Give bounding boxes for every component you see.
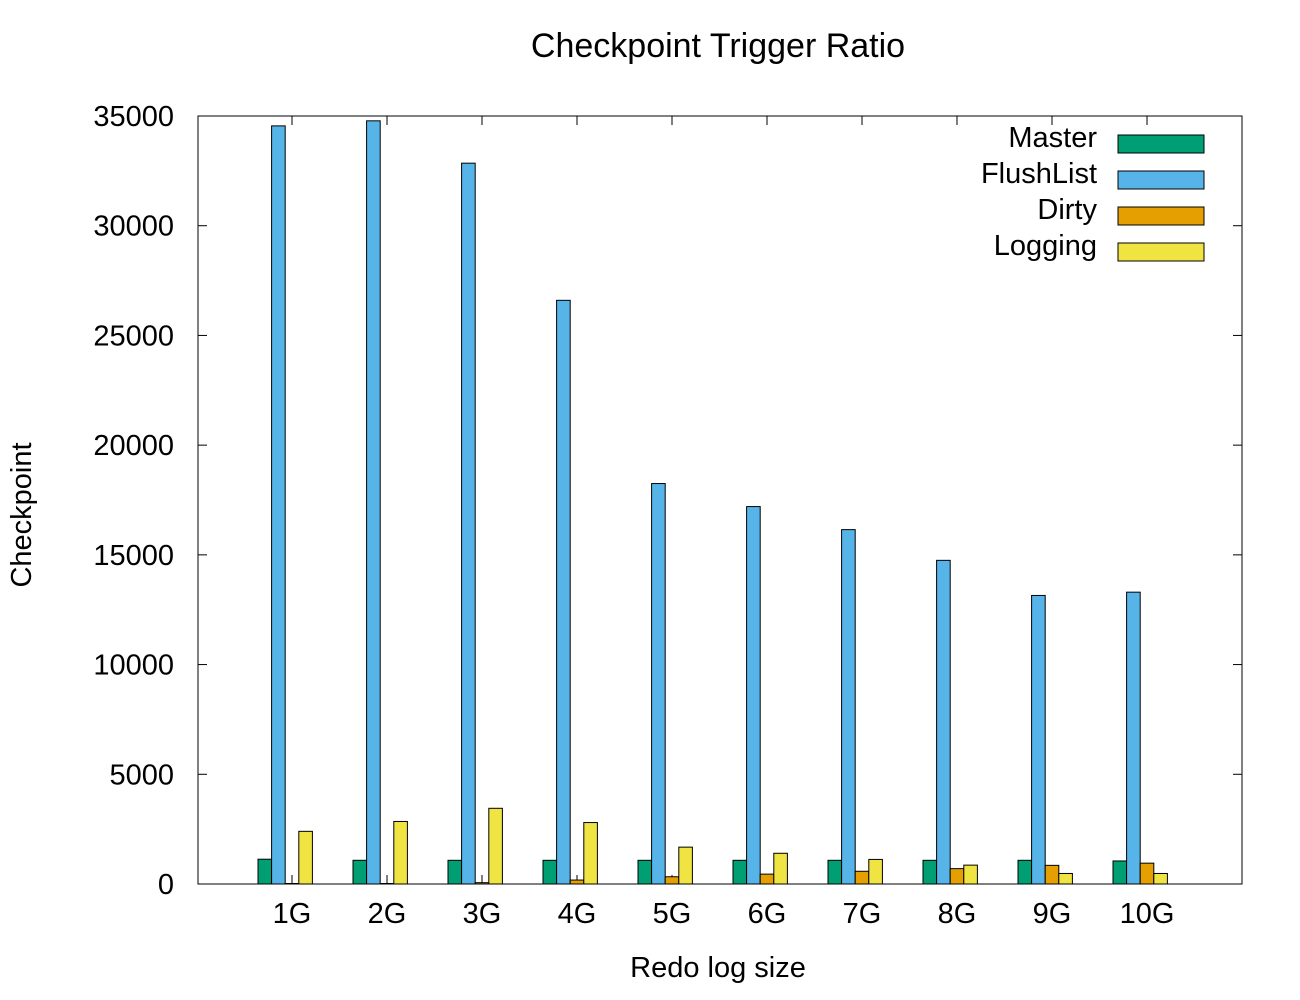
legend-swatch [1117, 134, 1205, 154]
legend-label: Master [1008, 122, 1097, 154]
legend-swatch [1117, 170, 1205, 190]
y-tick-label: 5000 [109, 759, 174, 791]
bar-flushlist-10g [1126, 591, 1141, 885]
bar-flushlist-8g [936, 559, 951, 885]
bar-logging-10g [1153, 872, 1168, 885]
bar-dirty-4g [569, 879, 585, 885]
y-tick-label: 0 [158, 869, 174, 901]
x-tick-label: 2G [368, 898, 407, 930]
x-tick-label: 1G [273, 898, 312, 930]
bar-logging-9g [1058, 872, 1073, 885]
x-tick-label: 8G [938, 898, 977, 930]
y-tick-label: 15000 [93, 540, 174, 572]
legend-swatch [1117, 242, 1205, 262]
x-tick-label: 7G [843, 898, 882, 930]
bar-master-6g [732, 859, 748, 885]
bar-dirty-7g [854, 870, 870, 885]
bar-dirty-10g [1139, 862, 1155, 885]
plot-frame [197, 115, 1243, 885]
legend-label: Logging [994, 230, 1097, 262]
legend-swatch [1117, 206, 1205, 226]
y-ticks: 0 5000 10000 15000 20000 25000 30000 35000 [93, 101, 1242, 901]
bar-master-5g [637, 859, 653, 885]
legend: Master FlushList Dirty Logging [981, 122, 1205, 262]
x-tick-label: 5G [653, 898, 692, 930]
bar-flushlist-4g [556, 299, 571, 885]
bar-flushlist-1g [271, 125, 286, 885]
bar-dirty-9g [1044, 864, 1060, 885]
bar-flushlist-2g [366, 120, 381, 885]
bar-flushlist-9g [1031, 594, 1046, 885]
chart-title: Checkpoint Trigger Ratio [531, 27, 905, 65]
x-tick-label: 10G [1120, 898, 1175, 930]
x-tick-label: 6G [748, 898, 787, 930]
bar-master-1g [257, 858, 273, 885]
bar-logging-7g [868, 858, 883, 885]
y-tick-label: 25000 [93, 320, 174, 352]
legend-label: Dirty [1037, 194, 1097, 226]
bar-logging-5g [678, 846, 693, 885]
bar-master-2g [352, 859, 368, 885]
x-tick-label: 9G [1033, 898, 1072, 930]
y-tick-label: 30000 [93, 211, 174, 243]
bar-master-10g [1112, 860, 1128, 885]
y-tick-label: 35000 [93, 101, 174, 133]
bar-master-9g [1017, 859, 1033, 885]
bar-logging-2g [393, 820, 408, 885]
x-axis-label: Redo log size [630, 952, 806, 984]
bar-logging-1g [298, 830, 313, 885]
bar-flushlist-5g [651, 483, 666, 885]
bar-logging-4g [583, 822, 598, 885]
y-tick-label: 10000 [93, 650, 174, 682]
bar-dirty-8g [949, 868, 965, 885]
bar-flushlist-6g [746, 506, 761, 885]
bar-master-8g [922, 859, 938, 885]
y-axis-label: Checkpoint [6, 442, 38, 587]
x-ticks: 1G 2G 3G 4G 5G 6G 7G 8G 9G 10G [273, 116, 1175, 930]
bar-flushlist-3g [461, 162, 476, 885]
x-tick-label: 4G [558, 898, 597, 930]
bar-master-3g [447, 859, 463, 885]
bar-logging-3g [488, 807, 503, 885]
bar-master-7g [827, 859, 843, 885]
bar-master-4g [542, 859, 558, 885]
bar-dirty-5g [664, 876, 680, 885]
legend-label: FlushList [981, 158, 1097, 190]
bar-logging-6g [773, 852, 788, 885]
bar-dirty-6g [759, 873, 775, 885]
bar-flushlist-7g [841, 529, 856, 885]
bar-logging-8g [963, 864, 978, 885]
x-tick-label: 3G [463, 898, 502, 930]
y-tick-label: 20000 [93, 430, 174, 462]
